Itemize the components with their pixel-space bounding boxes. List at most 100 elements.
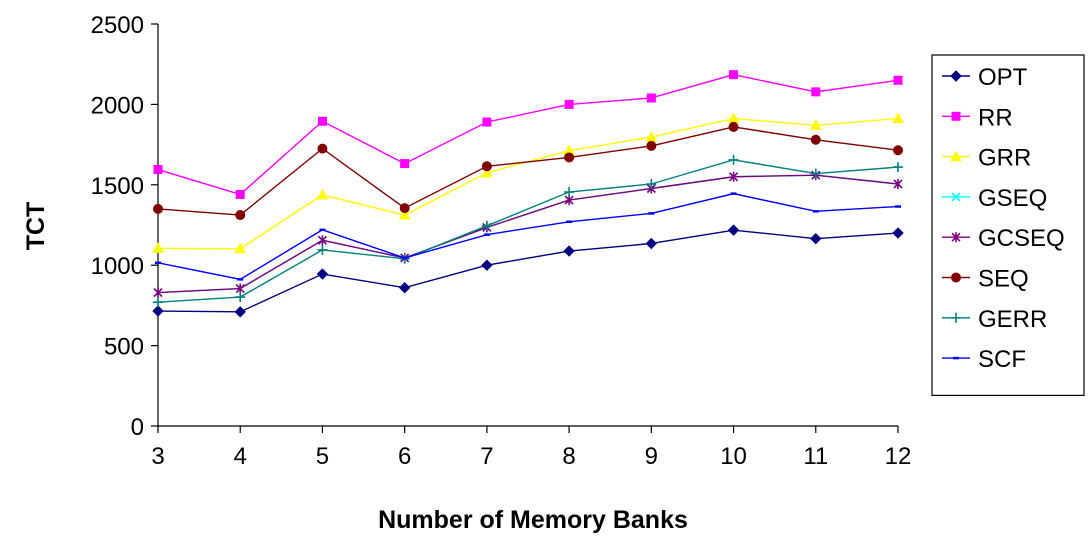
- series-seq: [153, 121, 903, 221]
- series-gcseq: [153, 170, 903, 298]
- legend-label: SCF: [978, 346, 1026, 373]
- data-point-gcseq: [728, 171, 739, 182]
- y-tick-label: 2000: [91, 92, 144, 119]
- data-point-gerr: [893, 162, 903, 173]
- legend-marker: [951, 232, 961, 243]
- data-point-rr: [811, 87, 821, 97]
- legend-label: GSEQ: [978, 185, 1047, 212]
- series-line-gseq: [157, 174, 899, 294]
- data-point-seq: [235, 210, 246, 221]
- data-point-rr: [893, 75, 903, 85]
- data-point-gerr: [646, 178, 657, 189]
- legend-item-opt: OPT: [942, 64, 1028, 91]
- legend-marker: [951, 111, 961, 121]
- data-point-grr: [809, 119, 822, 130]
- legend-marker: [950, 70, 962, 82]
- x-axis-title: Number of Memory Banks: [378, 506, 688, 534]
- legend-label: RR: [978, 104, 1013, 131]
- data-point-rr: [153, 165, 163, 175]
- x-tick-label: 3: [151, 443, 164, 470]
- data-point-opt: [645, 237, 658, 250]
- data-point-seq: [317, 143, 328, 154]
- legend-item-gseq: GSEQ: [942, 185, 1047, 212]
- data-point-gerr: [153, 297, 163, 308]
- x-tick-label: 8: [562, 443, 575, 470]
- series-line-grr: [157, 117, 899, 250]
- legend-marker: [951, 192, 961, 202]
- legend-item-grr: GRR: [942, 145, 1031, 172]
- data-point-opt: [810, 232, 822, 245]
- data-point-seq: [564, 152, 575, 163]
- legend-item-scf: SCF: [942, 346, 1026, 373]
- legend-box: [931, 54, 1085, 396]
- data-point-rr: [317, 116, 327, 126]
- data-point-seq: [810, 134, 821, 145]
- series-line-gerr: [157, 159, 899, 303]
- legend-label: GRR: [978, 145, 1031, 172]
- x-tick-label: 9: [645, 443, 658, 470]
- data-point-opt: [563, 245, 575, 257]
- data-point-grr: [398, 209, 411, 220]
- data-point-opt: [727, 224, 740, 236]
- data-point-gerr: [728, 154, 739, 165]
- series-group: [152, 70, 904, 318]
- data-point-gerr: [564, 187, 575, 198]
- legend: OPT RR GRR GSEQ GCSEQ SEQ GERR SCF: [931, 54, 1085, 396]
- data-point-gerr: [481, 220, 492, 231]
- y-tick-label: 1500: [91, 173, 144, 200]
- data-point-gcseq: [893, 178, 903, 189]
- y-tick-label: 0: [131, 414, 144, 441]
- data-point-gcseq: [153, 287, 163, 298]
- legend-marker: [950, 150, 962, 162]
- data-point-gerr: [810, 168, 821, 179]
- data-point-gerr: [235, 292, 246, 303]
- y-tick-label: 1000: [91, 253, 144, 280]
- legend-label: GCSEQ: [978, 225, 1065, 252]
- legend-marker: [951, 272, 961, 283]
- series-scf: [155, 192, 901, 281]
- x-tick-label: 7: [480, 443, 493, 470]
- data-point-gcseq: [235, 283, 245, 294]
- axes: 0 500 1000 1500 2000 2500 3 4 5 6 7 8 9 10 11 12: [91, 12, 912, 470]
- data-point-seq: [481, 161, 492, 172]
- series-rr: [153, 70, 903, 199]
- data-point-opt: [892, 227, 904, 239]
- data-point-grr: [316, 188, 329, 200]
- y-tick-label: 500: [104, 334, 144, 361]
- data-point-grr: [152, 242, 164, 253]
- series-grr: [152, 112, 904, 254]
- x-tick-label: 12: [885, 443, 912, 470]
- data-point-rr: [400, 159, 410, 169]
- y-tick-label: 2500: [91, 12, 144, 39]
- data-point-grr: [727, 112, 740, 124]
- data-point-grr: [234, 242, 247, 254]
- x-tick-label: 11: [803, 443, 828, 470]
- y-axis-title: TCT: [22, 202, 50, 251]
- legend-label: OPT: [978, 64, 1028, 91]
- data-point-seq: [728, 121, 739, 132]
- legend-marker: [951, 312, 961, 323]
- x-tick-label: 4: [234, 443, 247, 470]
- series-gerr: [153, 154, 903, 308]
- data-point-opt: [481, 259, 493, 271]
- data-point-opt: [398, 282, 411, 294]
- data-point-seq: [153, 203, 163, 214]
- data-point-rr: [235, 189, 245, 199]
- x-tick-label: 6: [398, 443, 411, 470]
- data-point-gerr: [317, 244, 328, 255]
- series-line-opt: [157, 229, 899, 313]
- data-point-rr: [564, 99, 574, 109]
- data-point-grr: [481, 166, 493, 178]
- series-line-scf: [157, 192, 899, 281]
- legend-item-seq: SEQ: [942, 266, 1029, 293]
- data-point-seq: [646, 140, 657, 151]
- data-point-rr: [729, 70, 739, 80]
- series-opt: [152, 224, 904, 318]
- series-line-gcseq: [157, 174, 899, 294]
- series-line-seq: [157, 126, 899, 216]
- data-point-rr: [482, 117, 492, 127]
- data-point-opt: [152, 305, 164, 317]
- legend-label: GERR: [978, 306, 1047, 333]
